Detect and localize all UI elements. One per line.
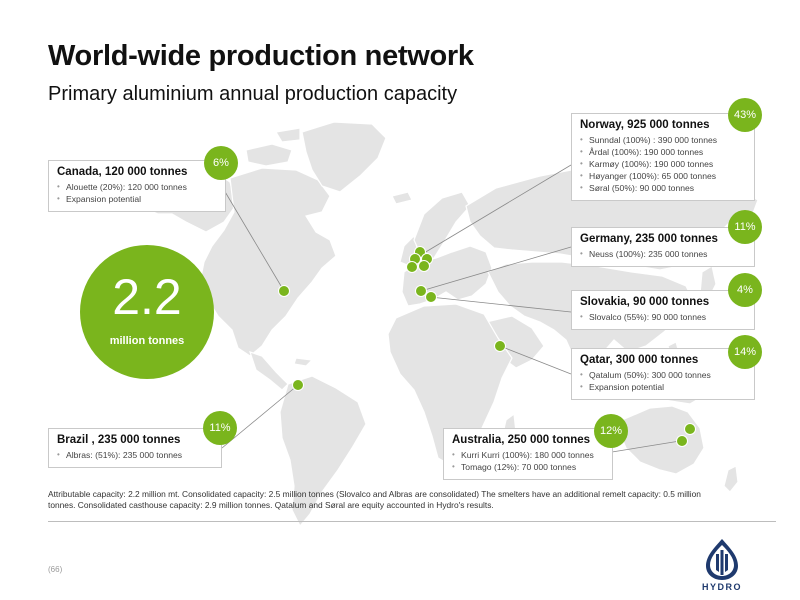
connector-canada xyxy=(223,189,285,292)
plant-list: Alouette (20%): 120 000 tonnes Expansion… xyxy=(57,181,217,205)
total-capacity-unit: million tonnes xyxy=(109,335,185,347)
region-box-germany: Germany, 235 000 tonnes Neuss (100%): 23… xyxy=(571,227,755,267)
marker-qatar xyxy=(494,340,506,352)
share-badge-norway: 43% xyxy=(728,98,762,132)
page-subtitle: Primary aluminium annual production capa… xyxy=(48,83,458,105)
region-box-norway: Norway, 925 000 tonnes Sunndal (100%) : … xyxy=(571,113,755,201)
landmass-south-america xyxy=(279,375,367,528)
region-box-qatar: Qatar, 300 000 tonnes Qatalum (50%): 300… xyxy=(571,348,755,400)
plant-item: Neuss (100%): 235 000 tonnes xyxy=(580,248,746,260)
marker-australia-2 xyxy=(676,435,688,447)
connector-norway xyxy=(423,164,572,254)
landmass-north-america xyxy=(199,167,337,357)
hydro-logo-wordmark: HYDRO xyxy=(701,582,742,592)
plant-item: Kurri Kurri (100%): 180 000 tonnes xyxy=(452,449,604,461)
total-capacity-value: 2.2 xyxy=(112,269,182,325)
landmass-arctic-islands xyxy=(245,143,293,167)
plant-list: Neuss (100%): 235 000 tonnes xyxy=(580,248,746,260)
region-heading: Germany, 235 000 tonnes xyxy=(580,233,718,245)
connector-lines xyxy=(221,164,687,453)
plant-list: Albras: (51%): 235 000 tonnes xyxy=(57,449,213,461)
region-box-australia: Australia, 250 000 tonnes Kurri Kurri (1… xyxy=(443,428,613,480)
connector-slovakia xyxy=(429,296,572,313)
share-badge-germany: 11% xyxy=(728,210,762,244)
region-heading: Norway, 925 000 tonnes xyxy=(580,119,710,131)
plant-item: Høyanger (100%): 65 000 tonnes xyxy=(580,170,746,182)
share-badge-brazil: 11% xyxy=(203,411,237,445)
landmass-iceland xyxy=(391,191,413,205)
plant-item: Karmøy (100%): 190 000 tonnes xyxy=(580,158,746,170)
hydro-logo-icon xyxy=(706,539,738,580)
plant-item: Alouette (20%): 120 000 tonnes xyxy=(57,181,217,193)
landmass-greenland xyxy=(301,121,387,193)
connector-brazil xyxy=(221,384,299,449)
plant-item: Slovalco (55%): 90 000 tonnes xyxy=(580,311,746,323)
total-capacity-badge: 2.2 million tonnes xyxy=(80,245,214,379)
landmass-central-america xyxy=(249,351,289,391)
marker-norway-5 xyxy=(418,260,430,272)
share-badge-qatar: 14% xyxy=(728,335,762,369)
plant-markers xyxy=(278,246,696,447)
landmass-arctic-islet xyxy=(275,127,301,143)
plant-item: Tomago (12%): 70 000 tonnes xyxy=(452,461,604,473)
connector-germany xyxy=(420,246,572,292)
marker-norway-4 xyxy=(406,261,418,273)
landmass-australia xyxy=(619,405,705,475)
plant-list: Slovalco (55%): 90 000 tonnes xyxy=(580,311,746,323)
plant-list: Kurri Kurri (100%): 180 000 tonnes Tomag… xyxy=(452,449,604,473)
region-box-canada: Canada, 120 000 tonnes Alouette (20%): 1… xyxy=(48,160,226,212)
marker-brazil xyxy=(292,379,304,391)
page-number: (66) xyxy=(48,565,63,574)
divider xyxy=(48,521,776,522)
plant-list: Qatalum (50%): 300 000 tonnes Expansion … xyxy=(580,369,746,393)
plant-item: Søral (50%): 90 000 tonnes xyxy=(580,182,746,194)
region-heading: Canada, 120 000 tonnes xyxy=(57,166,188,178)
plant-item: Sunndal (100%) : 390 000 tonnes xyxy=(580,134,746,146)
connector-australia xyxy=(611,439,687,453)
plant-item: Expansion potential xyxy=(57,193,217,205)
plant-item: Albras: (51%): 235 000 tonnes xyxy=(57,449,213,461)
plant-item: Expansion potential xyxy=(580,381,746,393)
page-title: World-wide production network xyxy=(48,40,474,72)
share-badge-slovakia: 4% xyxy=(728,273,762,307)
landmass-caribbean xyxy=(293,357,314,367)
marker-slovakia xyxy=(425,291,437,303)
hydro-logo: HYDRO xyxy=(692,536,752,594)
region-heading: Qatar, 300 000 tonnes xyxy=(580,354,699,366)
marker-germany xyxy=(415,285,427,297)
region-heading: Brazil , 235 000 tonnes xyxy=(57,434,181,446)
plant-list: Sunndal (100%) : 390 000 tonnes Årdal (1… xyxy=(580,134,746,194)
plant-item: Årdal (100%): 190 000 tonnes xyxy=(580,146,746,158)
marker-canada xyxy=(278,285,290,297)
region-heading: Australia, 250 000 tonnes xyxy=(452,434,591,446)
region-box-brazil: Brazil , 235 000 tonnes Albras: (51%): 2… xyxy=(48,428,222,468)
connector-qatar xyxy=(499,345,572,375)
footnote: Attributable capacity: 2.2 million mt. C… xyxy=(48,489,701,510)
plant-item: Qatalum (50%): 300 000 tonnes xyxy=(580,369,746,381)
region-heading: Slovakia, 90 000 tonnes xyxy=(580,296,710,308)
marker-australia-1 xyxy=(684,423,696,435)
landmass-new-zealand xyxy=(723,465,739,493)
share-badge-australia: 12% xyxy=(594,414,628,448)
share-badge-canada: 6% xyxy=(204,146,238,180)
region-box-slovakia: Slovakia, 90 000 tonnes Slovalco (55%): … xyxy=(571,290,755,330)
